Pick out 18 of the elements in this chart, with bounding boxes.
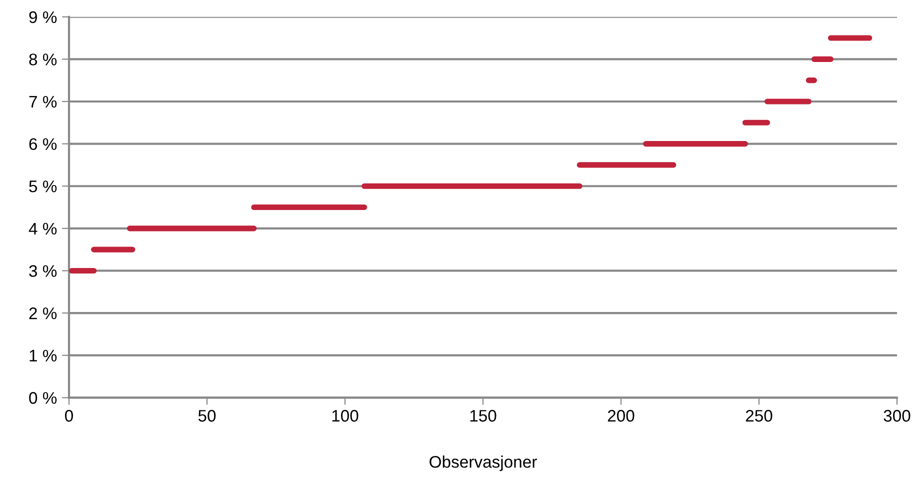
x-axis-title: Observasjoner xyxy=(430,456,537,472)
y-tick-label: 2 % xyxy=(29,307,57,320)
x-tick-label: 150 xyxy=(470,410,496,422)
y-tick-label: 7 % xyxy=(29,96,57,108)
x-tick-label: 300 xyxy=(884,410,910,422)
y-tick-label: 1 % xyxy=(30,350,57,362)
x-tick-label: 250 xyxy=(746,410,772,422)
y-tick-label: 6 % xyxy=(29,138,57,150)
x-tick-label: 50 xyxy=(198,410,216,422)
x-tick-label: 100 xyxy=(332,410,358,422)
y-tick-label: 4 % xyxy=(28,222,57,235)
y-tick-label: 8 % xyxy=(29,54,57,66)
y-tick-label: 3 % xyxy=(29,265,57,277)
x-tick-label: 200 xyxy=(608,410,634,422)
x-tick-label: 0 xyxy=(65,410,73,422)
y-tick-label: 9 % xyxy=(29,11,57,24)
y-tick-label: 0 % xyxy=(29,392,57,404)
y-tick-label: 5 % xyxy=(29,180,57,192)
